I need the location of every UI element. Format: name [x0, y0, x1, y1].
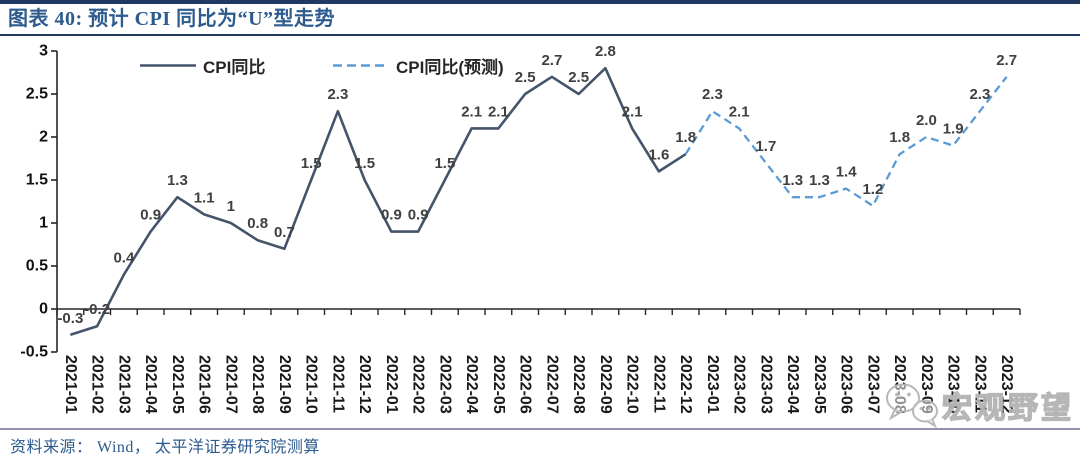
cpi-actual-line: [69, 66, 687, 337]
legend-actual: CPI同比: [140, 53, 265, 78]
x-tick-label: 2023-09: [918, 355, 935, 414]
data-label: 2.1: [622, 103, 643, 120]
data-label: 1.3: [167, 172, 188, 189]
data-label: 1.9: [943, 121, 964, 138]
x-tick-label: 2023-02: [731, 355, 748, 414]
x-tick-label: 2022-03: [436, 355, 453, 414]
x-tick-label: 2022-05: [490, 355, 507, 414]
x-tick-label: 2022-01: [383, 355, 400, 414]
x-tick-label: 2021-06: [196, 355, 213, 414]
dashed-line-swatch-icon: [333, 64, 389, 67]
x-tick-label: 2021-09: [276, 355, 293, 414]
x-tick-label: 2022-11: [650, 355, 667, 413]
top-rule: [0, 0, 1080, 4]
data-label: 2.3: [702, 86, 723, 103]
data-label: 1.8: [675, 129, 696, 146]
figure-title: 图表 40: 预计 CPI 同比为“U”型走势: [0, 4, 1080, 36]
data-label: 0.9: [381, 207, 402, 224]
data-label: 1.2: [862, 181, 883, 198]
y-tick-label: 0: [39, 301, 48, 318]
x-tick-label: 2023-06: [838, 355, 855, 414]
data-label: 2.3: [969, 86, 990, 103]
y-tick-label: -0.5: [20, 344, 48, 361]
data-label: -0.2: [84, 301, 110, 318]
data-label: 0.7: [274, 224, 295, 241]
legend-forecast: CPI同比(预测): [333, 53, 504, 78]
data-label: 1.4: [836, 164, 858, 181]
x-tick-label: 2023-08: [891, 355, 908, 414]
x-tick-label: 2022-12: [677, 355, 694, 414]
data-label: 1.5: [434, 155, 455, 172]
data-label: 2.3: [327, 86, 348, 103]
x-tick-label: 2022-04: [463, 355, 480, 414]
data-label: 2.1: [488, 103, 509, 120]
y-tick-label: 1.5: [26, 172, 48, 189]
data-labels: -0.3-0.2 0.4 0.9 1.3 1.1 1 0.8 0.7 1.5 2.3 1.5 0.9 0…: [57, 43, 1017, 327]
x-tick-label: 2021-04: [142, 355, 159, 414]
x-tick-label: 2021-03: [115, 355, 132, 414]
y-tick-label: 0.5: [26, 258, 48, 275]
data-label: 0.8: [247, 215, 268, 232]
y-tick-label: 3: [39, 43, 48, 60]
data-label: 1.8: [889, 129, 910, 146]
data-label: 1.1: [194, 189, 215, 206]
x-tick-label: 2022-07: [543, 355, 560, 414]
x-tick-label: 2023-03: [757, 355, 774, 414]
x-tick-labels: 2021-01 2021-02 2021-03 2021-04 2021-05 2021-…: [62, 355, 1015, 414]
y-tick-label: 2.5: [26, 86, 48, 103]
x-tick-label: 2023-01: [704, 355, 721, 414]
x-tick-label: 2021-12: [356, 355, 373, 414]
data-label: -0.3: [57, 310, 83, 327]
x-tick-label: 2022-06: [517, 355, 534, 414]
data-label: 1.7: [755, 138, 776, 155]
x-tick-label: 2021-10: [303, 355, 320, 414]
data-label: 2.7: [541, 52, 562, 69]
x-axis: [56, 308, 1021, 315]
cpi-forecast-line: [684, 76, 1008, 207]
data-label: 2.7: [996, 52, 1017, 69]
x-tick-label: 2023-12: [998, 355, 1015, 414]
x-tick-label: 2021-11: [329, 355, 346, 413]
y-tick-label: 2: [39, 129, 48, 146]
x-tick-label: 2023-04: [784, 355, 801, 414]
legend-forecast-label: CPI同比(预测): [396, 58, 504, 77]
data-label: 1.6: [648, 146, 669, 163]
x-tick-label: 2022-09: [597, 355, 614, 414]
solid-line-swatch-icon: [140, 64, 196, 67]
x-tick-label: 2022-08: [570, 355, 587, 414]
x-tick-label: 2021-05: [169, 355, 186, 414]
data-label: 2.8: [595, 43, 616, 60]
chart-area: 3 2.5 2 1.5 1 0.5 0 -0.5 2021-01 2021-02 2021-03 20…: [0, 36, 1080, 429]
data-label: 2.1: [729, 103, 750, 120]
x-tick-label: 2021-01: [62, 355, 79, 414]
x-tick-label: 2023-10: [945, 355, 962, 414]
data-label: 0.4: [113, 250, 135, 267]
x-tick-label: 2023-07: [864, 355, 881, 414]
x-tick-label: 2021-02: [89, 355, 106, 414]
legend-actual-label: CPI同比: [203, 58, 266, 77]
data-label: 0.9: [140, 207, 161, 224]
data-label: 2.0: [916, 112, 937, 129]
x-tick-label: 2023-11: [971, 355, 988, 413]
data-label: 1.3: [782, 172, 803, 189]
x-tick-label: 2022-02: [410, 355, 427, 414]
x-tick-label: 2022-10: [624, 355, 641, 414]
data-label: 2.5: [515, 69, 536, 86]
data-label: 1.5: [354, 155, 375, 172]
data-label: 1.5: [301, 155, 322, 172]
x-tick-label: 2021-07: [222, 355, 239, 414]
data-label: 1: [227, 198, 235, 215]
y-tick-label: 1: [39, 215, 48, 232]
data-label: 2.1: [461, 103, 482, 120]
data-label: 2.5: [568, 69, 589, 86]
data-label: 0.9: [408, 207, 429, 224]
x-tick-label: 2021-08: [249, 355, 266, 414]
source-note: 资料来源： Wind， 太平洋证券研究院测算: [0, 428, 1080, 455]
y-axis: 3 2.5 2 1.5 1 0.5 0 -0.5: [20, 43, 58, 361]
data-label: 1.3: [809, 172, 830, 189]
x-tick-label: 2023-05: [811, 355, 828, 414]
